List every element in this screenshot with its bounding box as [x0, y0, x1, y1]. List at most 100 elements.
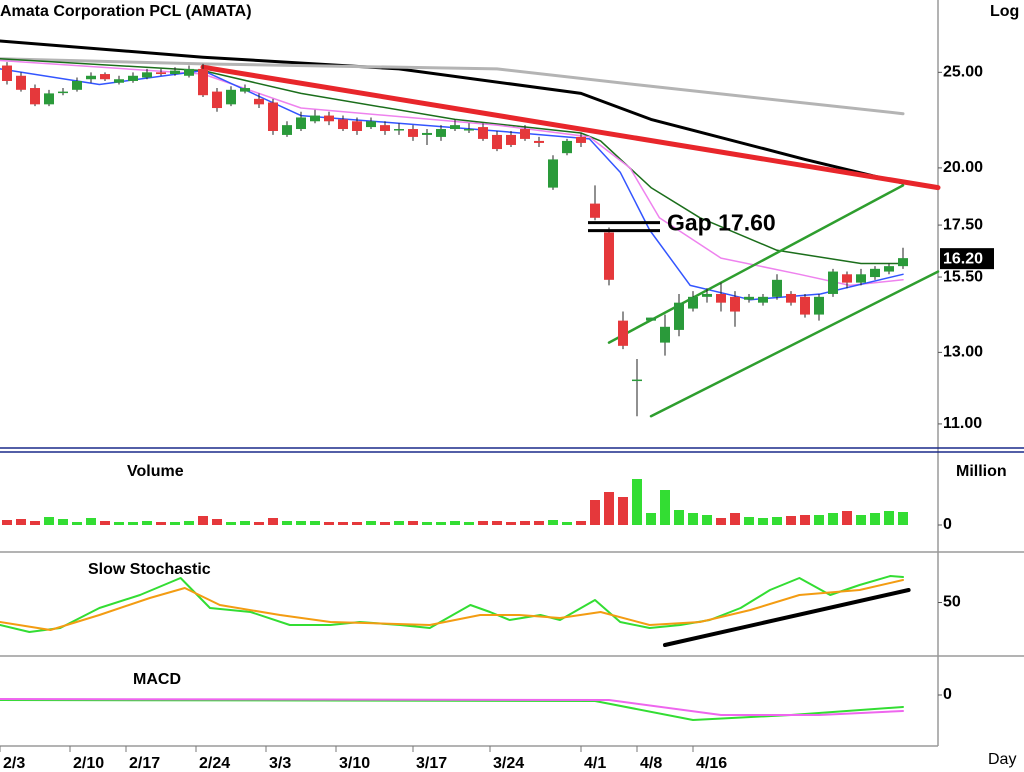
x-tick-label: 3/24	[493, 755, 524, 772]
volume-bar	[828, 513, 838, 525]
candle-body	[156, 72, 166, 75]
candle-body	[464, 129, 474, 131]
series-line	[0, 58, 904, 265]
volume-bar	[436, 522, 446, 525]
volume-bar	[226, 522, 236, 525]
candle-body	[16, 75, 26, 90]
series-line	[0, 699, 904, 721]
x-tick-label: 4/1	[584, 755, 606, 772]
candle-body	[842, 274, 852, 283]
candle-body	[436, 129, 446, 137]
volume-bar	[352, 522, 362, 525]
y-tick-label: 11.00	[943, 415, 982, 432]
candle-body	[716, 293, 726, 303]
candle-body	[142, 72, 152, 78]
candle-body	[30, 88, 40, 105]
candle-body	[898, 258, 908, 267]
candle-body	[338, 119, 348, 130]
candle-body	[618, 320, 628, 346]
volume-bar	[240, 521, 250, 525]
volume-bar	[856, 515, 866, 525]
series-line	[200, 64, 941, 191]
volume-bar	[44, 517, 54, 525]
candle-body	[674, 302, 684, 330]
volume-bar	[786, 516, 796, 525]
volume-bar	[296, 521, 306, 525]
x-axis-label: Day	[988, 751, 1016, 768]
volume-bar	[688, 513, 698, 525]
volume-bar	[646, 513, 656, 525]
candle-body	[240, 88, 250, 92]
candle-body	[282, 125, 292, 135]
volume-bar	[492, 521, 502, 525]
candle-body	[2, 65, 12, 81]
y-tick-label: 20.00	[943, 159, 983, 176]
volume-bar	[156, 522, 166, 525]
volume-bar	[814, 515, 824, 525]
volume-bar	[212, 519, 222, 525]
volume-bar	[184, 521, 194, 525]
candle-body	[758, 296, 768, 303]
candle-body	[198, 68, 208, 96]
candle-body	[548, 159, 558, 188]
volume-bar	[730, 513, 740, 525]
candle-body	[268, 102, 278, 131]
y-tick-label: 13.00	[943, 344, 983, 361]
y-tick-label: 0	[943, 516, 952, 533]
volume-bar	[632, 479, 642, 525]
volume-bar	[478, 521, 488, 525]
candle-body	[590, 203, 600, 218]
candle-body	[828, 271, 838, 294]
x-tick-label: 2/3	[3, 755, 25, 772]
candle-body	[772, 279, 782, 297]
volume-bar	[310, 521, 320, 525]
candle-body	[128, 75, 138, 81]
candle-body	[254, 98, 264, 105]
candle-body	[100, 74, 110, 80]
volume-bar	[100, 521, 110, 525]
y-tick-label: 15.50	[943, 268, 983, 285]
volume-bar	[548, 520, 558, 525]
candle-body	[408, 129, 418, 137]
volume-bar	[450, 521, 460, 525]
candle-body	[184, 68, 194, 76]
volume-bar	[338, 522, 348, 525]
candle-body	[702, 293, 712, 297]
candle-body	[744, 296, 754, 300]
candle-body	[562, 140, 572, 154]
series-line	[649, 270, 940, 418]
y-tick-label: 25.00	[943, 64, 983, 81]
y-axis-label: Million	[956, 463, 1007, 480]
x-tick-label: 4/8	[640, 755, 662, 772]
candle-body	[72, 80, 82, 90]
series-line	[0, 579, 904, 631]
volume-bar	[800, 515, 810, 525]
volume-bar	[380, 522, 390, 525]
volume-bar	[744, 517, 754, 525]
candle-body	[366, 121, 376, 128]
candle-body	[884, 266, 894, 272]
candle-body	[520, 129, 530, 139]
series-line	[663, 588, 911, 647]
candle-body	[688, 296, 698, 309]
volume-bar	[758, 518, 768, 525]
volume-bar	[170, 522, 180, 525]
candle-body	[534, 140, 544, 143]
candle-body	[576, 136, 586, 143]
candle-body	[44, 93, 54, 105]
volume-bar	[576, 521, 586, 525]
panel-title: Volume	[127, 463, 184, 480]
volume-bar	[16, 519, 26, 525]
volume-bar	[198, 516, 208, 525]
candle-body	[604, 232, 614, 280]
volume-bar	[394, 521, 404, 525]
x-tick-label: 2/10	[73, 755, 104, 772]
volume-bar	[408, 521, 418, 525]
candle-body	[800, 296, 810, 315]
candle-body	[394, 129, 404, 131]
volume-bar	[870, 513, 880, 525]
y-tick-label: 0	[943, 686, 952, 703]
volume-bar	[884, 511, 894, 525]
candle-body	[814, 296, 824, 315]
